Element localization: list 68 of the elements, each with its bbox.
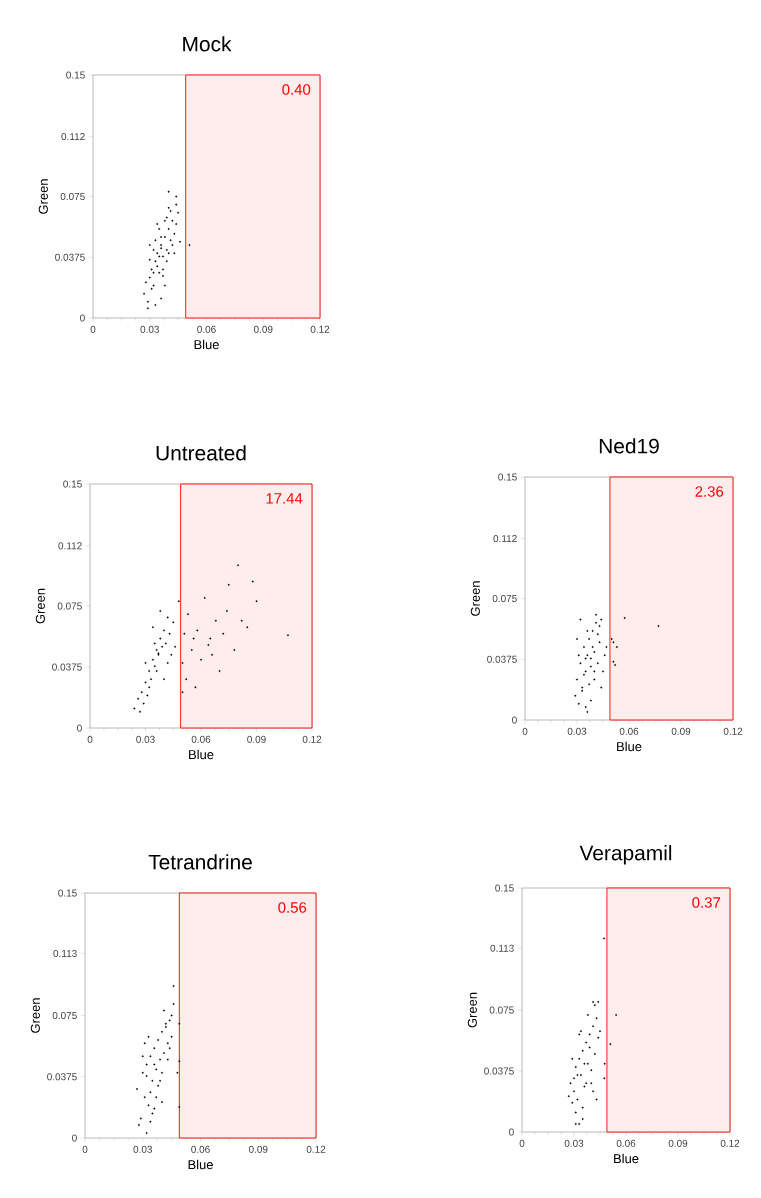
chart-title: Untreated [156, 445, 246, 461]
y-tick-label: 0.075 [52, 1011, 77, 1020]
band-label: 2.36 [695, 486, 724, 497]
x-tick-label: 0.03 [140, 325, 160, 333]
x-tick-label: 0.09 [668, 1139, 688, 1147]
y-tick-label: 0.112 [493, 535, 517, 543]
x-tick-label: 0.09 [248, 1145, 268, 1153]
x-tick-label: 0.03 [564, 1139, 584, 1147]
y-tick-label: 0.075 [492, 594, 517, 603]
x-tick-label: 0.12 [720, 1139, 740, 1147]
y-tick-label: 0.075 [60, 192, 85, 201]
x-tick-label: 0.03 [136, 735, 155, 743]
x-tick-label: 0.12 [302, 735, 322, 743]
x-axis-title: Blue [614, 1153, 639, 1164]
y-tick-label: 0 [512, 716, 517, 724]
x-tick-label: 0 [519, 1139, 525, 1147]
y-tick-label: 0.112 [58, 542, 82, 550]
y-axis-title: Green [467, 992, 477, 1028]
x-tick-label: 0 [90, 325, 96, 333]
band-label: 0.37 [692, 897, 721, 908]
y-tick-label: 0.112 [61, 133, 85, 141]
x-tick-label: 0.06 [616, 1139, 636, 1147]
x-tick-label: 0 [522, 727, 528, 735]
y-tick-label: 0.0375 [484, 1067, 514, 1075]
chart-title: Verapamil [579, 845, 672, 865]
y-tick-label: 0.15 [498, 473, 517, 481]
y-tick-label: 0.15 [495, 884, 514, 892]
y-tick-label: 0 [72, 1134, 77, 1142]
x-tick-label: 0.06 [191, 735, 211, 743]
band-label: 17.44 [266, 493, 303, 504]
x-tick-label: 0.06 [197, 325, 216, 333]
y-tick-label: 0.15 [58, 889, 77, 897]
chart-title: Ned19 [599, 438, 659, 454]
y-tick-label: 0 [509, 1128, 514, 1136]
y-tick-label: 0.15 [63, 480, 82, 488]
y-tick-label: 0.113 [490, 944, 514, 952]
band-label: 0.56 [278, 902, 307, 913]
y-tick-label: 0.0375 [55, 253, 85, 261]
y-axis-title: Green [35, 588, 45, 624]
y-tick-label: 0.075 [57, 602, 82, 610]
y-axis-title: Green [470, 581, 480, 616]
band-label: 0.40 [282, 84, 311, 95]
chart-title: Mock [183, 36, 232, 52]
x-tick-label: 0.06 [191, 1145, 210, 1153]
x-tick-label: 0.03 [133, 1145, 153, 1153]
x-tick-label: 0.06 [619, 727, 639, 735]
y-tick-label: 0 [80, 314, 85, 322]
y-tick-label: 0.075 [489, 1006, 514, 1014]
y-tick-label: 0.15 [66, 71, 85, 79]
y-tick-label: 0.0375 [47, 1073, 77, 1081]
x-tick-label: 0.12 [723, 727, 743, 735]
x-tick-label: 0.09 [671, 727, 691, 735]
x-tick-label: 0.09 [247, 735, 266, 743]
y-tick-label: 0.0375 [52, 663, 82, 671]
x-axis-title: Blue [194, 339, 219, 350]
x-axis-title: Blue [189, 749, 214, 760]
x-tick-label: 0.12 [310, 325, 330, 333]
x-tick-label: 0.12 [306, 1145, 326, 1153]
y-axis-title: Green [38, 179, 48, 214]
x-axis-title: Blue [617, 741, 642, 752]
y-axis-title: Green [30, 998, 40, 1033]
y-tick-label: 0.0375 [487, 655, 517, 663]
chart-title: Tetrandrine [148, 854, 252, 870]
y-tick-label: 0.113 [53, 949, 77, 957]
x-axis-title: Blue [188, 1159, 213, 1170]
x-tick-label: 0.09 [253, 325, 273, 333]
x-tick-label: 0 [87, 735, 93, 743]
x-tick-label: 0.03 [567, 727, 587, 735]
